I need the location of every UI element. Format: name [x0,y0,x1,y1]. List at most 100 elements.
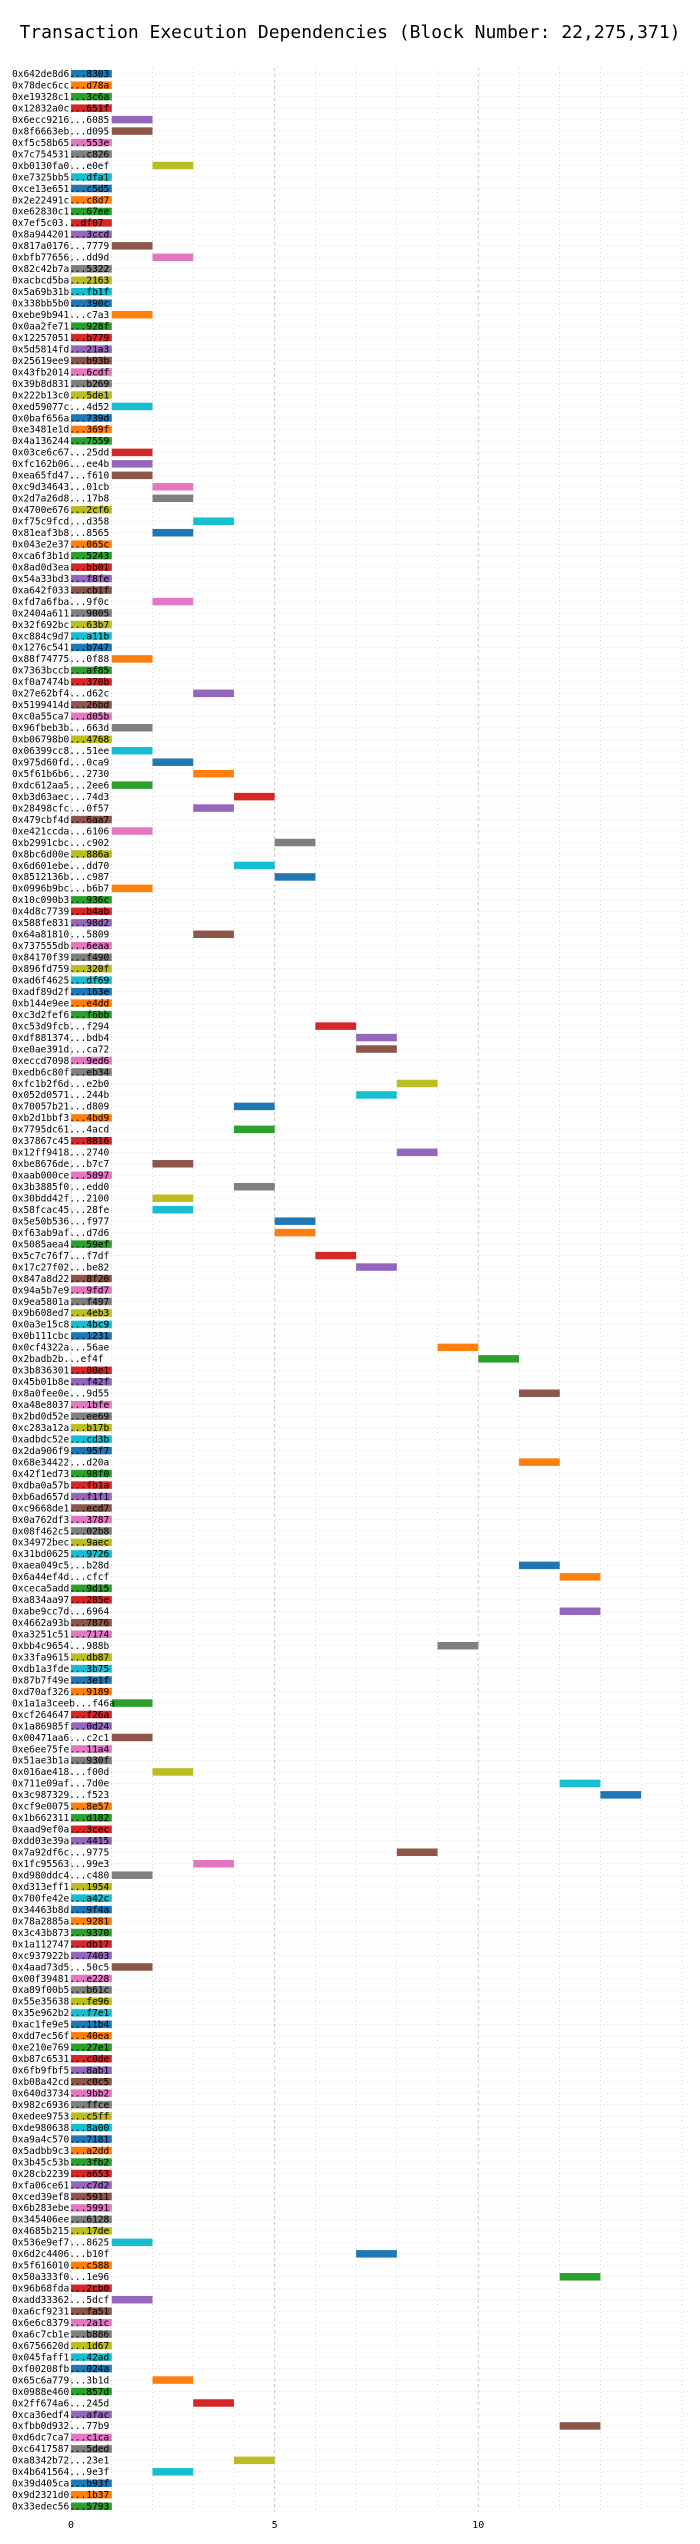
transaction-label: 0x28498cfc...0f57 [12,803,109,814]
transaction-bar [71,999,112,1007]
transaction-bar [71,1378,112,1386]
transaction-bar [559,1573,601,1581]
transaction-bar [71,563,112,571]
transaction-bar [559,2422,601,2430]
chart-title: Transaction Execution Dependencies (Bloc… [19,22,680,43]
transaction-label: 0x12832a0c...651f [12,103,109,114]
transaction-label: 0x0cf4322a...56ae [12,1343,110,1354]
transaction-label: 0xce13e651...c5d5 [12,184,109,195]
transaction-bar [71,425,112,434]
transaction-label: 0xedee9753...c5ff [12,2111,109,2122]
transaction-bar [71,907,112,916]
transaction-bar [71,437,112,445]
transaction-bar [71,1687,112,1696]
transaction-bar [193,689,234,698]
transaction-bar [356,1263,397,1271]
transaction-label: 0x43fb2014...6cdf [12,367,109,378]
transaction-bar [71,1802,112,1811]
transaction-label: 0xfc1b2f6d...e2b0 [12,1079,110,1090]
transaction-bar [71,1997,112,2006]
transaction-bar [71,1504,112,1512]
transaction-bar [71,643,112,652]
transaction-bar [71,1446,112,1455]
transaction-bar [518,1561,560,1570]
transaction-bar [111,448,153,457]
transaction-bar [71,1905,112,1914]
transaction-bar [193,769,234,778]
transaction-label: 0x7ef5c03...df07 [12,218,104,229]
transaction-label: 0x45b01b8e...f42f [12,1377,109,1388]
transaction-bar [71,2089,112,2097]
transaction-label: 0x9ea5801a...f497 [12,1297,109,1308]
transaction-bar [111,471,153,480]
transaction-bar [71,2364,112,2373]
transaction-bar [71,1882,112,1891]
transaction-bar [71,987,112,996]
transaction-label: 0x8a944201...3ccd [12,230,109,241]
transaction-bar [71,1538,112,1547]
transaction-label: 0x2bd0d52e...ee69 [12,1412,110,1423]
transaction-bar [111,884,153,893]
transaction-bar [71,506,112,514]
transaction-bar [71,1630,112,1638]
transaction-bar [111,1871,153,1879]
transaction-bar [71,2410,112,2419]
transaction-bar [71,81,112,89]
transaction-label: 0xe19328c1...3c6a [12,92,109,103]
transaction-label: 0xd70af326...9189 [12,1687,110,1698]
transaction-bar [71,1332,112,1340]
transaction-label: 0x28cb2239...a653 [12,2169,109,2180]
transaction-label: 0xabe9cc7d...6964 [12,1607,110,1618]
transaction-label: 0x6d2c4406...b10f [12,2249,109,2260]
transaction-bar [71,2204,112,2212]
transaction-bar [71,1894,112,1902]
transaction-label: 0x338bb5b0...390c [12,299,109,310]
transaction-bar [71,1825,112,1834]
transaction-label: 0xa8342b72...23e1 [12,2456,110,2467]
transaction-label: 0x5adbb9c3...a2dd [12,2146,109,2157]
grid-layer [70,68,690,2512]
transaction-label: 0xa89f00b5...b61c [12,1985,109,1996]
transaction-label: 0x30bdd42f...2100 [12,1194,110,1205]
transaction-label: 0x5f61b6b6...2730 [12,769,110,780]
transaction-label: 0x8a0fee0e...9d55 [12,1389,109,1400]
transaction-label: 0x737555db...6eaa [12,941,109,952]
transaction-label: 0xb06798b0...4768 [12,735,110,746]
transaction-label: 0x700fe42e...a42c [12,1893,109,1904]
transaction-bar [71,219,112,227]
transaction-bar [111,115,153,124]
transaction-label: 0xe6ee75fe...11a4 [12,1744,110,1755]
transaction-bar [71,2502,112,2511]
transaction-label: 0x6a44ef4d...cfcf [12,1572,109,1583]
transaction-label: 0x4662a93b...7876 [12,1618,110,1629]
transaction-bar [111,724,153,732]
transaction-label: 0x7c754531...c826 [12,149,110,160]
transaction-bar [71,1986,112,1994]
transaction-bar [233,1182,275,1191]
transaction-bar [111,310,153,319]
transaction-label: 0xaad9ef0a...3cec [12,1825,109,1836]
transaction-bar [71,2479,112,2488]
transaction-bar [71,184,112,193]
transaction-label: 0x7363bccb...af85 [12,666,109,677]
transaction-bar [233,861,275,870]
transaction-label: 0xe421ccda...6106 [12,826,110,837]
transaction-bar [152,161,194,170]
transaction-bar [71,345,112,353]
transaction-label: 0x1b662311...d182 [12,1813,109,1824]
transaction-label: 0x1a1a3ceeb...f46a [12,1698,115,1709]
transaction-label: 0x4a136244...7559 [12,436,110,447]
transaction-label: 0xa3251c51...7174 [12,1630,110,1641]
transaction-bar [152,528,194,537]
transaction-bar [71,391,112,399]
transaction-label: 0x1276c541...b747 [12,643,109,654]
transaction-label: 0x37867c45...8816 [12,1136,110,1147]
transaction-label: 0x222b13c0...5de1 [12,390,110,401]
transaction-bar [111,2238,153,2247]
transaction-label: 0xd6dc7ca7...c1ca [12,2433,109,2444]
transaction-bar [193,930,234,939]
transaction-label: 0x6ecc9216...6085 [12,115,109,126]
transaction-bar [71,333,112,342]
transaction-bar [71,265,112,273]
